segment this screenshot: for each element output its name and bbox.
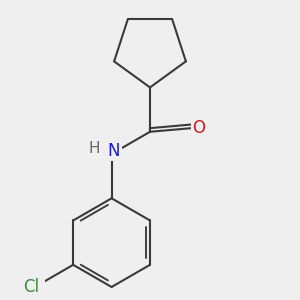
Text: H: H — [88, 141, 100, 156]
Text: Cl: Cl — [23, 278, 40, 296]
Text: N: N — [108, 142, 120, 160]
Text: O: O — [193, 119, 206, 137]
